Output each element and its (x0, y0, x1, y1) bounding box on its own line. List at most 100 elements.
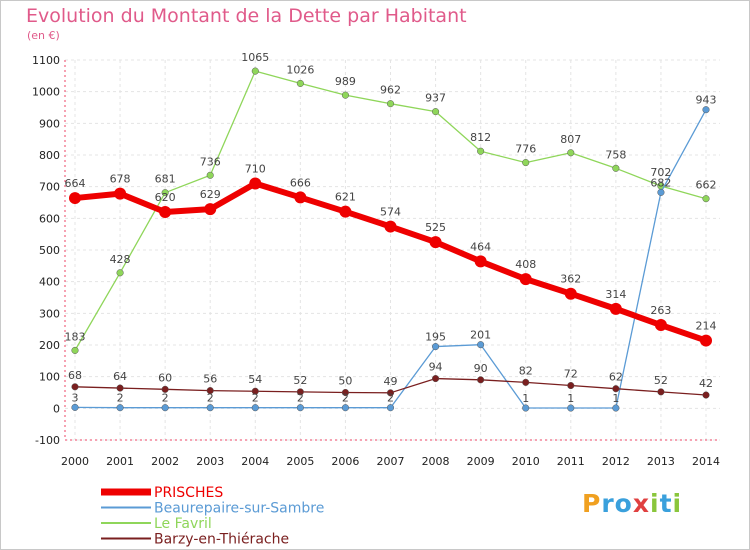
data-label: 758 (605, 148, 626, 161)
data-label: 989 (335, 75, 356, 88)
data-point (657, 188, 665, 196)
data-label: 662 (696, 179, 717, 192)
data-point (657, 388, 665, 396)
data-label: 56 (203, 373, 217, 386)
data-label: 90 (474, 362, 488, 375)
data-label: 82 (519, 364, 533, 377)
data-point (294, 191, 307, 204)
data-point (612, 164, 620, 172)
logo-letter: x (632, 489, 650, 518)
data-point (114, 187, 127, 200)
data-point (296, 404, 304, 412)
x-tick-label: 2007 (377, 455, 405, 468)
data-point (251, 387, 259, 395)
data-label: 807 (560, 133, 581, 146)
data-label: 962 (380, 84, 401, 97)
data-point (432, 343, 440, 351)
y-tick-label: 300 (39, 307, 60, 320)
data-point (206, 404, 214, 412)
data-point (702, 106, 710, 114)
y-tick-label: 600 (39, 212, 60, 225)
x-tick-label: 2014 (692, 455, 720, 468)
data-label: 629 (200, 188, 221, 201)
data-label: 1065 (241, 51, 269, 64)
data-point (522, 378, 530, 386)
data-point (116, 269, 124, 277)
y-tick-label: -100 (35, 434, 60, 447)
data-label: 408 (515, 258, 536, 271)
data-point (341, 388, 349, 397)
x-tick-label: 2008 (422, 455, 450, 468)
x-tick-label: 2011 (557, 455, 585, 468)
logo-letter: i (672, 489, 683, 518)
x-tick-label: 2010 (512, 455, 540, 468)
data-label: 52 (293, 374, 307, 387)
chart-subtitle: (en €) (27, 29, 60, 42)
data-label: 666 (290, 176, 311, 189)
legend-label: Le Favril (154, 516, 212, 532)
logo-letter: t (659, 489, 673, 518)
data-label: 621 (335, 191, 356, 204)
data-point (339, 205, 352, 218)
data-point (702, 391, 710, 399)
data-label: 1026 (286, 63, 314, 76)
data-label: 72 (564, 368, 578, 381)
y-tick-label: 0 (53, 402, 60, 415)
data-point (116, 404, 124, 412)
data-point (251, 67, 259, 75)
data-label: 2 (207, 392, 214, 405)
data-label: 3 (72, 391, 79, 404)
data-label: 1 (612, 392, 619, 405)
data-label: 682 (650, 176, 671, 189)
data-point (432, 108, 440, 116)
data-point (567, 381, 575, 390)
data-label: 214 (696, 320, 717, 333)
y-tick-label: 400 (39, 276, 60, 289)
data-point (69, 192, 81, 205)
data-label: 263 (650, 304, 671, 317)
x-tick-label: 2006 (331, 455, 359, 468)
logo-letter: o (614, 489, 633, 518)
data-label: 574 (380, 206, 401, 219)
data-label: 2 (162, 392, 169, 405)
data-label: 62 (609, 371, 623, 384)
legend-label: Barzy-en-Thiérache (154, 532, 289, 548)
logo-letter: r (601, 489, 615, 518)
data-point (386, 389, 395, 397)
x-tick-label: 2000 (61, 455, 89, 468)
data-label: 1 (567, 392, 574, 405)
data-label: 94 (429, 361, 443, 374)
data-label: 49 (384, 375, 398, 388)
proxiti-logo: Proxiti (582, 489, 682, 518)
y-tick-label: 1100 (32, 54, 60, 67)
data-point (386, 404, 395, 412)
x-tick-label: 2001 (106, 455, 134, 468)
data-point (71, 403, 79, 411)
y-tick-label: 100 (39, 371, 60, 384)
data-point (477, 147, 485, 155)
data-point (206, 171, 214, 179)
data-point (386, 100, 395, 108)
data-label: 50 (338, 375, 352, 388)
data-point (159, 206, 172, 218)
data-point (700, 334, 712, 347)
data-label: 52 (654, 374, 668, 387)
y-tick-label: 700 (39, 181, 60, 194)
data-point (429, 236, 442, 249)
data-label: 710 (245, 163, 266, 176)
data-label: 664 (65, 177, 86, 190)
data-label: 64 (113, 370, 127, 383)
x-tick-label: 2009 (467, 455, 495, 468)
data-label: 2 (252, 392, 259, 405)
data-point (474, 255, 487, 268)
data-point (564, 287, 577, 300)
data-label: 525 (425, 221, 446, 234)
data-point (432, 375, 440, 383)
data-point (609, 302, 622, 315)
data-label: 362 (560, 273, 581, 286)
data-label: 68 (68, 369, 82, 382)
data-label: 195 (425, 331, 446, 344)
data-label: 60 (158, 371, 172, 384)
data-label: 428 (110, 253, 131, 266)
